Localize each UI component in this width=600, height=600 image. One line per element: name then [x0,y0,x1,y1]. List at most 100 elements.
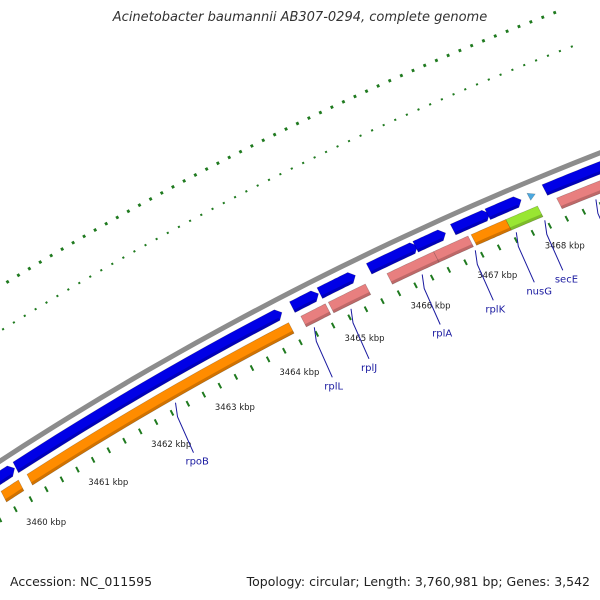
gc-content-dot [370,129,374,132]
minor-tick [446,266,452,274]
gc-content-dot [166,231,170,235]
gc-content-dot [77,281,81,285]
forward-cds[interactable] [412,229,446,253]
kbp-tick-label: 3460 kbp [26,518,66,528]
reverse-cds[interactable] [0,479,25,503]
gc-content-dot [256,184,260,187]
gene-label-sece[interactable]: secE [555,274,578,285]
rna-feature[interactable] [433,235,474,263]
forward-cds[interactable] [541,160,600,196]
gc-content-dot [290,167,294,170]
gc-skew-outer-track [5,10,557,284]
small-marker[interactable] [526,192,536,201]
rna-feature-shadow [391,259,440,285]
gc-skew-dot [193,173,198,177]
gene-leader-line [595,199,600,220]
gene-label-rplj[interactable]: rplJ [361,363,377,374]
rna-feature[interactable] [300,303,332,328]
minor-tick [138,428,143,435]
kbp-tick-label: 3463 kbp [215,403,255,413]
forward-cds[interactable] [365,242,418,275]
gc-skew-dot [272,132,277,137]
minor-tick [547,222,553,229]
gc-content-dot [99,268,103,272]
gc-skew-dot [387,78,392,83]
gene-leader-line [515,232,535,283]
reverse-cds[interactable] [26,322,295,486]
gc-content-dot [34,307,37,311]
gc-skew-dot [517,24,521,29]
gc-skew-dot [126,209,131,214]
gc-skew-dot [295,121,300,126]
gene-label-nusg[interactable]: nusG [526,286,552,297]
gc-content-dot [55,294,59,298]
minor-tick [249,364,255,372]
minor-tick [282,347,287,354]
gc-content-dot [440,98,444,101]
backbone-line [0,150,600,465]
gc-content-dot [534,59,538,62]
forward-cds[interactable] [12,309,283,474]
gene-label-rpll[interactable]: rplL [324,381,343,392]
gc-content-dot [177,225,181,229]
minor-tick [13,506,18,513]
gc-skew-dot [204,167,209,172]
forward-cds[interactable] [0,465,15,486]
gc-content-dot [110,262,114,266]
minor-tick [314,330,320,337]
forward-cds[interactable] [484,196,522,220]
gc-skew-dot [330,105,334,110]
forward-cds[interactable] [316,272,356,299]
gc-content-dot [233,195,237,199]
gene-leader-line [544,220,564,271]
reverse-cds-shadow [31,330,295,486]
gene-leader-line [175,402,194,453]
gc-skew-dot [341,99,346,104]
reverse-cds-shadow [5,488,24,502]
gc-content-dot [393,118,397,122]
rna-feature[interactable] [556,176,600,210]
gc-content-dot [12,321,16,324]
gc-content-dot [405,113,409,116]
gc-skew-dot [82,234,87,239]
gc-content-dot [121,256,125,260]
gc-content-dot [1,327,5,331]
gene-label-rpob[interactable]: rpoB [185,457,209,468]
forward-cds-shadow [454,218,488,235]
gc-content-dot [546,54,550,58]
feature-track [0,160,600,503]
gc-skew-dot [249,143,254,148]
forward-cds[interactable] [289,290,319,313]
gc-content-dot [211,207,214,211]
highlighted-gene[interactable] [505,205,544,231]
gc-content-dot [558,49,562,53]
kbp-tick-label: 3464 kbp [279,368,319,378]
gene-label-rpla[interactable]: rplA [432,329,452,340]
rna-feature[interactable] [327,283,372,314]
gc-skew-dot [71,240,76,245]
minor-tick [153,418,159,426]
genome-summary: Topology: circular; Length: 3,760,981 bp… [246,574,590,589]
gc-content-dot [336,145,339,148]
gc-content-dot [487,78,491,81]
gene-label-rplk[interactable]: rplK [485,304,505,315]
minor-tick [581,208,587,215]
gc-skew-dot [93,227,98,232]
gc-skew-dot [552,10,557,15]
kbp-tick-label: 3462 kbp [151,440,191,450]
gc-content-dot [45,301,48,304]
kbp-tick-label: 3467 kbp [477,271,517,281]
gc-skew-dot [284,127,288,132]
forward-cds[interactable] [449,209,490,236]
gc-skew-dot [540,15,545,20]
forward-cds-shadow [370,250,416,275]
gc-skew-dot [364,89,369,94]
minor-tick [90,456,96,464]
gc-content-dot [301,161,305,165]
gc-skew-dot [159,190,164,195]
minor-tick [298,339,303,346]
gc-skew-dot [422,63,427,68]
minor-tick [530,229,536,236]
gc-content-dot [452,92,455,96]
